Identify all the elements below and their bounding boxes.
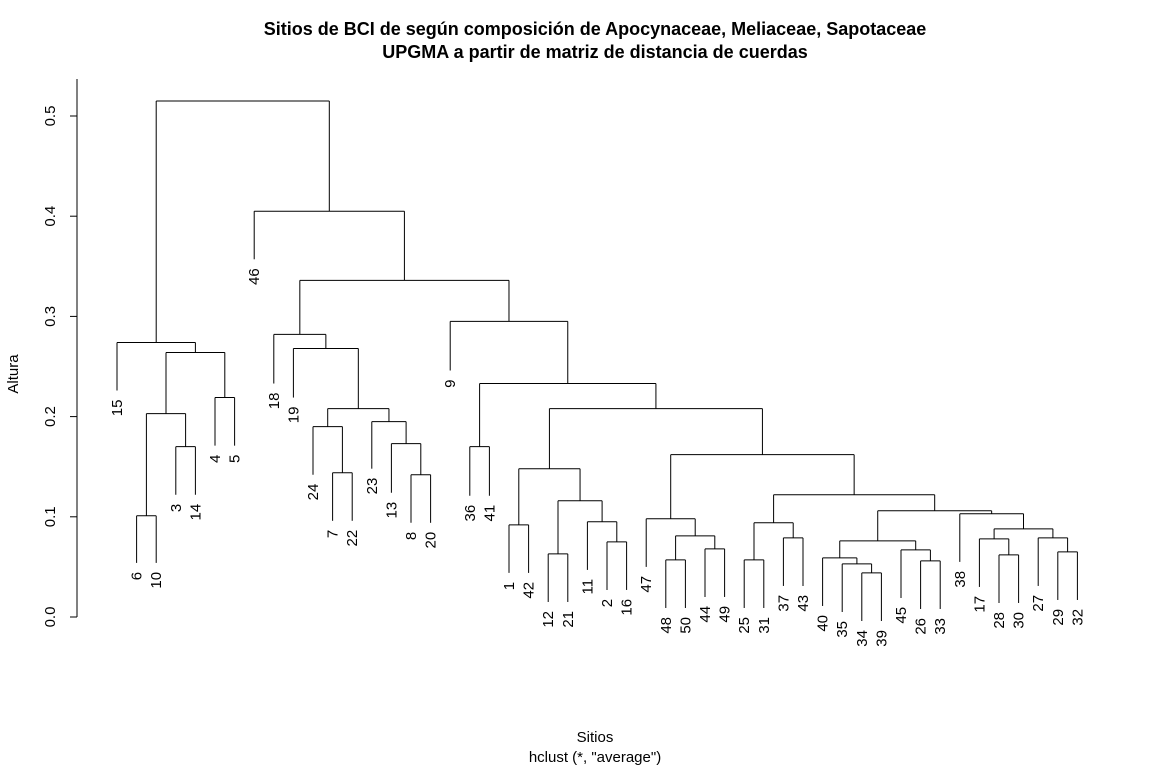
leaf-label: 15	[109, 400, 126, 417]
leaf-label: 48	[658, 617, 675, 634]
leaf-label: 24	[305, 484, 322, 501]
x-axis-label: Sitios	[577, 729, 614, 746]
leaf-label: 40	[815, 615, 832, 632]
leaf-label: 10	[148, 572, 165, 589]
leaf-label: 27	[1030, 595, 1047, 612]
leaf-label: 29	[1050, 609, 1067, 626]
leaf-label: 2	[599, 599, 616, 607]
leaf-label: 4	[207, 455, 224, 463]
leaf-label: 21	[560, 611, 577, 628]
dendrogram-branches	[116, 100, 1078, 622]
leaf-label: 6	[129, 572, 146, 580]
leaf-label: 5	[227, 455, 244, 463]
leaf-label: 38	[952, 571, 969, 588]
leaf-label: 31	[756, 617, 773, 634]
leaf-label: 37	[775, 595, 792, 612]
leaf-label: 18	[266, 393, 283, 410]
leaf-label: 19	[285, 407, 302, 424]
leaf-label: 7	[325, 530, 342, 538]
leaf-label: 9	[442, 380, 459, 388]
leaf-label: 11	[579, 579, 596, 595]
leaf-label: 34	[854, 630, 871, 647]
leaf-label: 32	[1069, 609, 1086, 626]
leaf-label: 35	[834, 621, 851, 638]
leaf-label: 47	[638, 576, 655, 593]
leaf-label: 42	[521, 582, 538, 599]
leaf-label: 33	[932, 618, 949, 635]
leaf-label: 44	[697, 606, 714, 623]
leaf-label: 46	[246, 268, 263, 285]
leaf-label: 45	[893, 607, 910, 624]
leaf-label: 23	[364, 478, 381, 495]
leaf-label: 22	[344, 530, 361, 547]
leaf-label: 14	[187, 504, 204, 521]
leaf-label: 50	[677, 617, 694, 634]
leaf-label: 39	[873, 630, 890, 647]
leaf-label: 20	[423, 532, 440, 549]
x-axis-sublabel: hclust (*, "average")	[529, 749, 661, 766]
y-tick-label: 0.2	[42, 406, 59, 427]
leaf-label: 28	[991, 612, 1008, 629]
y-tick-label: 0.3	[42, 306, 59, 327]
chart-subtitle: UPGMA a partir de matriz de distancia de…	[382, 42, 807, 62]
leaf-label: 8	[403, 532, 420, 540]
leaf-label: 1	[501, 582, 518, 590]
chart-title: Sitios de BCI de según composición de Ap…	[264, 19, 927, 39]
y-tick-label: 0.4	[42, 206, 59, 227]
y-tick-label: 0.1	[42, 506, 59, 527]
leaf-label: 41	[481, 505, 498, 522]
leaf-label: 36	[462, 505, 479, 522]
leaf-label: 12	[540, 611, 557, 628]
leaf-label: 25	[736, 617, 753, 634]
y-axis-ticks: 0.0 0.1 0.2 0.3 0.4 0.5	[42, 106, 77, 628]
leaf-label: 43	[795, 595, 812, 612]
leaf-label: 13	[383, 502, 400, 519]
leaf-label: 3	[168, 504, 185, 512]
leaf-label: 30	[1011, 612, 1028, 629]
y-axis-label: Altura	[5, 354, 22, 394]
leaf-label: 17	[971, 596, 988, 613]
y-tick-label: 0.5	[42, 106, 59, 127]
leaf-label: 26	[913, 618, 930, 635]
y-tick-label: 0.0	[42, 607, 59, 628]
leaf-label: 16	[619, 599, 636, 616]
leaf-label: 49	[717, 606, 734, 623]
